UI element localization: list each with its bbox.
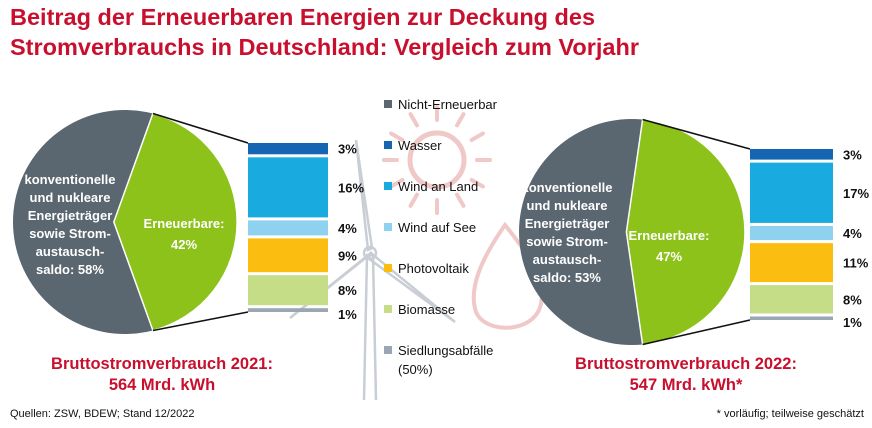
footnote: * vorläufig; teilweise geschätzt: [716, 408, 864, 420]
bar-segment-wind-auf-see: [248, 220, 328, 236]
legend: Nicht-Erneuerbar Wasser Wind an Land Wind a…: [384, 97, 498, 377]
turbine-blade: [366, 252, 456, 324]
chart-title: Beitrag der Erneuerbaren Energien zur De…: [10, 2, 870, 62]
legend-swatch-nicht-erneuerbar: [384, 100, 392, 108]
sun-ray: [455, 192, 466, 208]
turbine-tower: [362, 253, 378, 401]
background-art: [289, 105, 544, 401]
legend-swatch-wasser: [384, 141, 392, 149]
chart-2021: 3% 16% 4% 9% 8% 1% konventionelle und nukleare E…: [13, 110, 364, 334]
bar-label-wasser: 3%: [843, 147, 862, 162]
bar-label-biomasse: 8%: [338, 283, 357, 298]
bar-label-photovoltaik: 11%: [843, 256, 869, 271]
bar-label-siedlungsabfaelle: 1%: [338, 307, 357, 322]
legend-swatch-wind-auf-see: [384, 223, 392, 231]
bar-label-siedlungsabfaelle: 1%: [843, 315, 862, 330]
turbine-hub: [362, 245, 378, 261]
title-line-2: Stromverbrauchs in Deutschland: Vergleic…: [10, 34, 640, 60]
legend-swatch-photovoltaik: [384, 264, 392, 272]
bar-segment-wasser: [248, 143, 328, 155]
pie-label-non-renewable: konventionelle und nukleare Energieträger s…: [24, 172, 115, 277]
connector-lines: [152, 112, 249, 332]
caption-2022-line-2: 547 Mrd. kWh*: [629, 376, 743, 394]
bar-segment-wind-auf-see: [750, 225, 833, 241]
turbine-blade: [289, 251, 373, 319]
legend-label-wasser: Wasser: [398, 138, 442, 153]
pie-label-non-renewable: konventionelle und nukleare Energieträger s…: [521, 180, 612, 285]
caption-2021-line-2: 564 Mrd. kWh: [108, 376, 216, 394]
pie-slice-renewable: [113, 112, 238, 332]
title-line-1: Beitrag der Erneuerbaren Energien zur De…: [10, 4, 596, 30]
caption-2021-line-1: Bruttostromverbrauch 2021:: [51, 355, 273, 373]
chart-2022: 3% 17% 4% 11% 8% 1% konventionelle und nukleare…: [519, 118, 869, 346]
legend-label-siedlungsabfaelle: Siedlungsabfälle (50%): [398, 343, 493, 377]
bar-segment-photovoltaik: [750, 243, 833, 283]
bar-segment-biomasse: [750, 285, 833, 314]
sun-ray: [455, 112, 466, 128]
source-note: Quellen: ZSW, BDEW; Stand 12/2022: [10, 408, 195, 420]
bar-label-wind-auf-see: 4%: [843, 226, 862, 241]
sun-icon: [407, 130, 467, 190]
legend-label-biomasse: Biomasse: [398, 302, 455, 317]
wind-turbine-icon: [289, 139, 456, 401]
bar-segment-wind-an-land: [248, 157, 328, 218]
connector-line-top: [152, 112, 249, 144]
bar-segment-siedlungsabfaelle: [750, 316, 833, 320]
bar-segment-wasser: [750, 149, 833, 160]
connector-lines: [642, 118, 751, 346]
bar-label-wind-an-land: 16%: [338, 180, 364, 195]
bar-label-wasser: 3%: [338, 142, 357, 157]
bar-segment-siedlungsabfaelle: [248, 308, 328, 312]
sun-ray: [469, 131, 485, 142]
sun-ray: [389, 131, 405, 142]
pie-label-renewable: Erneuerbare: 42%: [144, 216, 225, 252]
connector-line-bottom: [642, 319, 751, 346]
bar-label-photovoltaik: 9%: [338, 248, 357, 263]
sun-ray: [389, 178, 405, 189]
bar-label-biomasse: 8%: [843, 292, 862, 307]
bar-label-wind-an-land: 17%: [843, 186, 869, 201]
legend-label-wind-auf-see: Wind auf See: [398, 220, 476, 235]
caption-2022-line-1: Bruttostromverbrauch 2022:: [575, 355, 797, 373]
bar-label-wind-auf-see: 4%: [338, 221, 357, 236]
legend-label-wind-an-land: Wind an Land: [398, 179, 478, 194]
sun-ray: [408, 112, 419, 128]
legend-swatch-biomasse: [384, 305, 392, 313]
sun-ray: [408, 192, 419, 208]
pie-slice-renewable: [625, 118, 746, 346]
bar-segment-wind-an-land: [750, 162, 833, 223]
turbine-blade: [354, 139, 374, 252]
caption-2022: Bruttostromverbrauch 2022: 547 Mrd. kWh*: [538, 354, 834, 396]
bar-segment-photovoltaik: [248, 238, 328, 273]
legend-label-nicht-erneuerbar: Nicht-Erneuerbar: [398, 97, 498, 112]
pie-label-renewable: Erneuerbare: 47%: [629, 228, 710, 264]
sun-ray: [469, 178, 485, 189]
caption-2021: Bruttostromverbrauch 2021: 564 Mrd. kWh: [14, 354, 310, 396]
legend-swatch-wind-an-land: [384, 182, 392, 190]
connector-line-bottom: [152, 311, 249, 332]
connector-line-top: [642, 118, 751, 150]
legend-swatch-siedlungsabfaelle: [384, 346, 392, 354]
bar-segment-biomasse: [248, 275, 328, 306]
legend-label-photovoltaik: Photovoltaik: [398, 261, 469, 276]
